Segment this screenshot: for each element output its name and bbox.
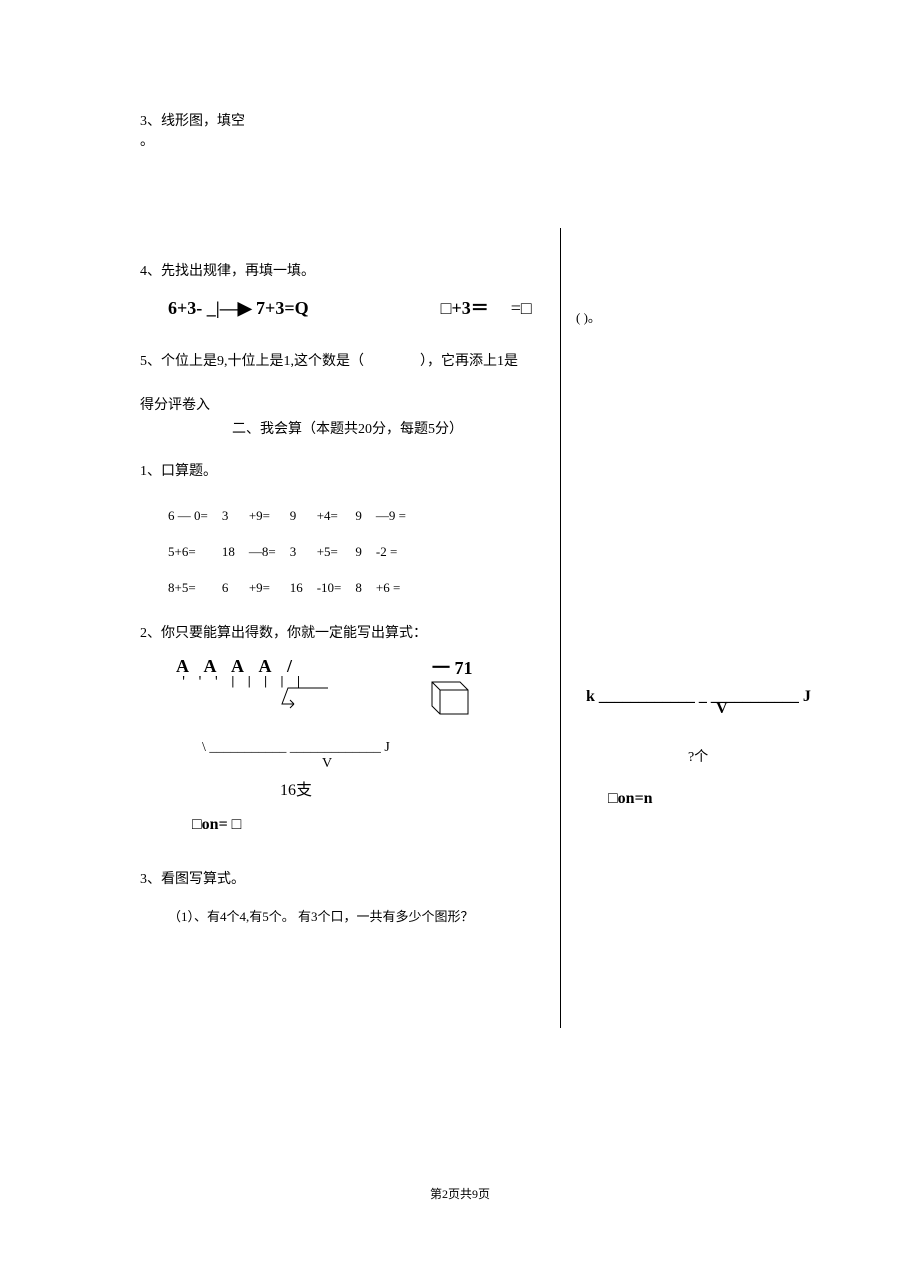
- section-2-title: 二、我会算（本题共20分，每题5分）: [232, 418, 780, 438]
- page-footer: 第2页共9页: [0, 1185, 920, 1202]
- cell: 6 — 0=: [168, 498, 222, 534]
- q4-right-expr: □+3＝: [441, 294, 489, 320]
- arrow-shape: [280, 686, 330, 716]
- cell: 5+6=: [168, 534, 222, 570]
- count-label: ?个: [688, 746, 866, 766]
- cell: —9 =: [376, 498, 420, 534]
- cell: -10=: [317, 570, 356, 606]
- question-3: 3、线形图，填空 。: [140, 110, 780, 150]
- table-row: 6 — 0= 3 +9= 9 +4= 9 —9 =: [168, 498, 420, 534]
- cell: +9=: [249, 498, 290, 534]
- table-row: 5+6= 18 —8= 3 +5= 9 -2 =: [168, 534, 420, 570]
- cell: +6 =: [376, 570, 420, 606]
- q3-text: 3、线形图，填空: [140, 110, 780, 130]
- cell: -2 =: [376, 534, 420, 570]
- cell: 16: [290, 570, 317, 606]
- cell: 8+5=: [168, 570, 222, 606]
- question-2-2: 2、你只要能算出得数，你就一定能写出算式：: [140, 622, 780, 642]
- brace-1: \ ___________ _____________ J V: [202, 740, 390, 772]
- q3-period: 。: [140, 130, 780, 150]
- cell: +5=: [317, 534, 356, 570]
- cell: 3: [290, 534, 317, 570]
- vertical-divider: [560, 228, 561, 1028]
- section-2-header: 得分评卷入 二、我会算（本题共20分，每题5分）: [140, 394, 780, 438]
- cell: —8=: [249, 534, 290, 570]
- cell: 9: [355, 498, 376, 534]
- table-row: 8+5= 6 +9= 16 -10= 8 +6 =: [168, 570, 420, 606]
- cell: 9: [290, 498, 317, 534]
- q4-eq: =□: [511, 298, 532, 319]
- question-5: 5、个位上是9,十位上是1,这个数是（ ），它再添上1是: [140, 350, 780, 370]
- aaaa-label: A A A A /: [176, 656, 298, 677]
- question-2-3-sub: （1）、有4个4,有5个。 有3个口，一共有多少个图形？: [168, 906, 780, 925]
- seventy-one: 一 71: [432, 654, 473, 680]
- score-marker-line: 得分评卷入: [140, 394, 780, 414]
- cell: 18: [222, 534, 249, 570]
- q4-left-expr: 6+3- _|—▶ 7+3=Q: [168, 298, 309, 319]
- worksheet-page: 3、线形图，填空 。 4、先找出规律，再填一填。 6+3- _|—▶ 7+3=Q…: [0, 0, 920, 1266]
- oral-calc-title: 1、口算题。: [140, 460, 780, 480]
- question-4: 4、先找出规律，再填一填。 6+3- _|—▶ 7+3=Q □+3＝ =□: [140, 260, 780, 320]
- on-eq-2: □on=n: [608, 790, 866, 808]
- label-16: 16支: [280, 776, 312, 800]
- box-71: [420, 680, 470, 721]
- cell: +4=: [317, 498, 356, 534]
- cell: 8: [355, 570, 376, 606]
- oral-calc-table: 6 — 0= 3 +9= 9 +4= 9 —9 = 5+6= 18 —8= 3 …: [168, 498, 420, 606]
- on-eq-1: □on= □: [192, 816, 241, 834]
- cell: +9=: [249, 570, 290, 606]
- cell: 9: [355, 534, 376, 570]
- q4-title: 4、先找出规律，再填一填。: [140, 260, 780, 280]
- right-diagram: k ____________ _ ___________ J V ?个 □on=…: [586, 688, 866, 808]
- cell: 3: [222, 498, 249, 534]
- question-2-3: 3、看图写算式。: [140, 868, 780, 888]
- cell: 6: [222, 570, 249, 606]
- q5-paren: ( )。: [576, 307, 601, 326]
- q4-row: 6+3- _|—▶ 7+3=Q □+3＝ =□: [168, 294, 780, 320]
